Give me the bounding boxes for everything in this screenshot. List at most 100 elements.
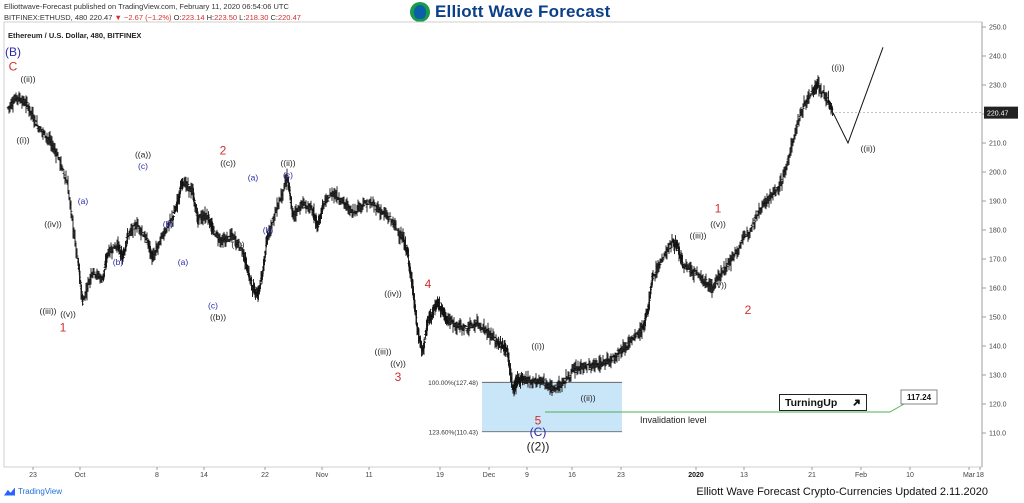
low-label: L:	[239, 13, 246, 22]
x-tick-label: 23	[617, 472, 625, 479]
wave-label: ((v))	[60, 309, 76, 319]
wave-label: 5	[535, 413, 542, 427]
x-tick-label: Oct	[75, 472, 86, 479]
symbol-ohlc-line: BITFINEX:ETHUSD, 480 220.47 ▼ −2.67 (−1.…	[4, 13, 301, 22]
wave-label: ((c))	[220, 158, 236, 168]
invalidation-price-label: 117.24	[907, 393, 932, 402]
x-tick-label: 13	[740, 472, 748, 479]
wave-label: 1	[715, 202, 722, 216]
high-value: 223.50	[214, 13, 238, 22]
wave-label: (a)	[178, 257, 189, 267]
wave-label: (c)	[138, 161, 148, 171]
x-tick-label: 22	[261, 472, 269, 479]
x-tick-label: 18	[976, 472, 984, 479]
wave-label: (c)	[283, 170, 293, 180]
y-tick-label: 180.0	[989, 228, 1007, 235]
wave-label: (C)	[530, 425, 547, 439]
y-tick-label: 120.0	[989, 402, 1007, 409]
tradingview-text: TradingView	[18, 487, 63, 496]
elliott-wave-logo-icon	[410, 2, 430, 22]
chart-title: Ethereum / U.S. Dollar, 480, BITFINEX	[8, 31, 142, 40]
x-tick-label: 11	[365, 472, 372, 479]
y-tick-label: 150.0	[989, 315, 1007, 322]
y-tick-label: 250.0	[989, 25, 1007, 32]
close-label: C:	[270, 13, 278, 22]
close-value: 220.47	[277, 13, 301, 22]
wave-label: ((iii))	[40, 306, 57, 316]
wave-label: ((ii))	[860, 144, 875, 154]
x-tick-label: Feb	[855, 472, 867, 479]
x-tick-label: 10	[906, 472, 914, 479]
wave-label: (a)	[78, 196, 89, 206]
x-tick-label: 8	[155, 472, 159, 479]
wave-label: (b)	[113, 257, 124, 267]
wave-label: ((iv))	[709, 280, 727, 290]
x-tick-label: 14	[200, 472, 208, 479]
projection-path	[832, 47, 884, 145]
x-tick-label: 9	[525, 472, 529, 479]
wave-label: (a)	[248, 173, 259, 183]
turning-up-badge: TurningUp ➜	[779, 394, 867, 411]
wave-label: ((iv))	[44, 219, 62, 229]
x-tick-label: 21	[808, 472, 816, 479]
x-tick-label: 16	[568, 472, 576, 479]
wave-label: ((i))	[231, 239, 244, 249]
open-label: O:	[173, 13, 182, 22]
wave-label: ((b))	[210, 312, 226, 322]
x-tick-label: Nov	[316, 472, 329, 479]
wave-label: 2	[745, 303, 752, 317]
fib-level-label: 100.00%(127.48)	[428, 380, 478, 387]
last-price: 220.47	[89, 13, 113, 22]
wave-label: ((2))	[527, 439, 550, 453]
last-price-tag	[984, 106, 1018, 119]
x-tick-label: 19	[436, 472, 444, 479]
published-info: Elliottwave-Forecast published on Tradin…	[4, 2, 289, 11]
brand-logo: Elliott Wave Forecast	[410, 1, 611, 23]
wave-label: ((ii))	[20, 74, 35, 84]
wave-label: (c)	[208, 300, 218, 310]
wave-label: ((i))	[16, 135, 29, 145]
invalidation-label: Invalidation level	[640, 415, 707, 425]
wave-label: (b)	[263, 225, 274, 235]
wave-label: C	[9, 60, 18, 74]
price-change: ▼ −2.67 (−1.2%)	[114, 13, 172, 22]
wave-label: ((v))	[710, 219, 726, 229]
x-tick-label: Dec	[483, 472, 496, 479]
tradingview-icon	[4, 487, 15, 496]
wave-label: (B)	[5, 45, 21, 59]
low-value: 218.30	[245, 13, 269, 22]
y-tick-label: 230.0	[989, 83, 1007, 90]
x-tick-label: 2020	[688, 472, 704, 479]
wave-label: ((i))	[831, 63, 844, 73]
wave-label: ((ii))	[280, 158, 295, 168]
wave-label: (b)	[163, 219, 174, 229]
wave-label: 1	[60, 321, 67, 335]
arrow-up-right-icon: ➜	[849, 395, 865, 411]
wave-label: 4	[425, 277, 432, 291]
wave-label: ((a))	[135, 150, 151, 160]
footer-note: Elliott Wave Forecast Crypto-Currencies …	[696, 486, 988, 498]
y-tick-label: 130.0	[989, 373, 1007, 380]
invalidation-connector	[889, 403, 905, 413]
wave-label: 3	[395, 370, 402, 384]
wave-label: ((v))	[390, 358, 406, 368]
turning-up-label: TurningUp	[785, 396, 838, 409]
y-tick-label: 160.0	[989, 286, 1007, 293]
brand-logo-text: Elliott Wave Forecast	[435, 2, 611, 21]
y-tick-label: 110.0	[989, 431, 1006, 438]
wave-label: ((i))	[531, 341, 544, 351]
y-tick-label: 240.0	[989, 54, 1007, 61]
x-tick-label: 23	[29, 472, 37, 479]
tradingview-logo: TradingView	[4, 487, 62, 496]
wave-label: ((iii))	[690, 231, 707, 241]
invalidation-callout	[900, 389, 938, 405]
y-tick-label: 190.0	[989, 199, 1007, 206]
wave-label: ((iv))	[384, 289, 402, 299]
high-label: H:	[206, 13, 215, 22]
symbol-interval: BITFINEX:ETHUSD, 480	[4, 13, 88, 22]
x-tick-label: Mar	[963, 472, 976, 479]
y-tick-label: 200.0	[989, 170, 1007, 177]
y-tick-label: 170.0	[989, 257, 1007, 264]
wave-label: ((ii))	[580, 393, 595, 403]
